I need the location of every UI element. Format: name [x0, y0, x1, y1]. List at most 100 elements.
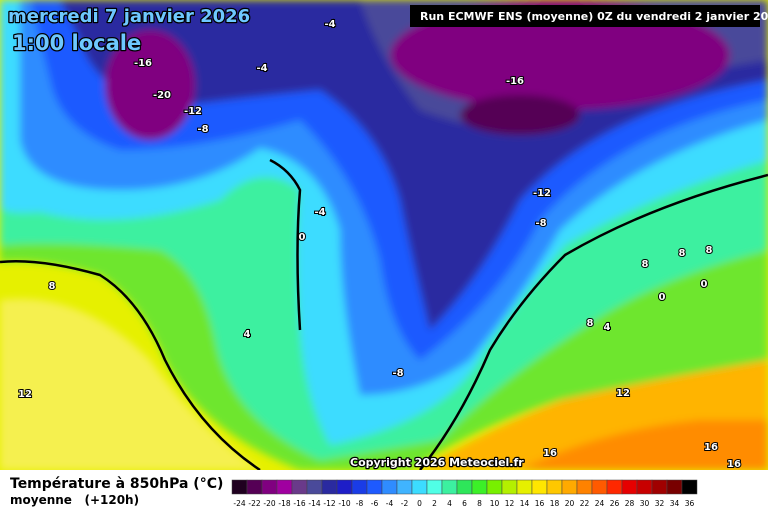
colorbar-tick-label: -8 — [356, 499, 364, 508]
colorbar-swatch — [396, 479, 413, 495]
colorbar-swatch — [576, 479, 593, 495]
colorbar-swatch — [501, 479, 518, 495]
colorbar-tick-label: -20 — [263, 499, 275, 508]
contour-label: 16 — [704, 442, 718, 453]
contour-label: 0 — [659, 292, 666, 303]
colorbar-tick-label: -14 — [308, 499, 320, 508]
colorbar-tick-label: 32 — [655, 499, 665, 508]
colorbar-swatch — [426, 479, 443, 495]
contour-label: -20 — [153, 90, 171, 101]
colorbar-swatch — [636, 479, 653, 495]
colorbar-tick-label: 22 — [580, 499, 590, 508]
colorbar-swatch — [456, 479, 473, 495]
colorbar-swatch — [591, 479, 608, 495]
colorbar-swatch — [351, 479, 368, 495]
colorbar-swatch — [621, 479, 638, 495]
time: 1:00 locale — [12, 31, 141, 55]
temperature-field — [0, 0, 768, 470]
colorbar-tick-label: 14 — [520, 499, 530, 508]
colorbar-swatch — [276, 479, 293, 495]
colorbar-tick-label: -12 — [323, 499, 335, 508]
colorbar-swatch — [546, 479, 563, 495]
colorbar-swatch — [261, 479, 278, 495]
colorbar-tick-label: 18 — [550, 499, 560, 508]
legend-subtitle: moyenne (+120h) — [10, 493, 139, 507]
colorbar-tick-label: 2 — [432, 499, 437, 508]
colorbar-tick-label: 24 — [595, 499, 605, 508]
colorbar-tick-label: -16 — [293, 499, 305, 508]
colorbar-tick-label: 0 — [417, 499, 422, 508]
contour-label: 8 — [587, 318, 594, 329]
contour-label: 8 — [642, 259, 649, 270]
colorbar-swatch — [306, 479, 323, 495]
colorbar-tick-label: 34 — [670, 499, 680, 508]
colorbar-tick-label: 16 — [535, 499, 545, 508]
colorbar-tick-label: -24 — [233, 499, 245, 508]
colorbar-swatch — [366, 479, 383, 495]
colorbar-tick-label: -10 — [338, 499, 350, 508]
colorbar-swatch — [471, 479, 488, 495]
colorbar-tick-label: -4 — [386, 499, 394, 508]
colorbar-swatch — [666, 479, 683, 495]
contour-label: 16 — [543, 448, 557, 459]
contour-label: -4 — [256, 63, 267, 74]
colorbar-tick-label: 12 — [505, 499, 515, 508]
colorbar-swatch — [381, 479, 398, 495]
colorbar-swatch — [321, 479, 338, 495]
contour-label: 8 — [49, 281, 56, 292]
colorbar-tick-label: 20 — [565, 499, 575, 508]
colorbar-tick-label: 28 — [625, 499, 635, 508]
contour-label: -4 — [314, 207, 325, 218]
colorbar-tick-label: -22 — [248, 499, 260, 508]
colorbar-swatch — [231, 479, 248, 495]
contour-label: 4 — [244, 329, 251, 340]
colorbar-tick-label: 30 — [640, 499, 650, 508]
colorbar-swatch — [561, 479, 578, 495]
colorbar-tick-label: -6 — [371, 499, 379, 508]
contour-label: 0 — [299, 232, 306, 243]
colorbar-tick-label: 6 — [462, 499, 467, 508]
colorbar-tick-label: 26 — [610, 499, 620, 508]
copyright: Copyright 2026 Meteociel.fr — [350, 456, 524, 469]
contour-label: -12 — [184, 106, 202, 117]
date: mercredi 7 janvier 2026 — [8, 6, 250, 27]
colorbar: -24 -22 -20 -18 -16 -14 -12 -10 -8 -6 -4 -2 0 2 4 6 8 10 1… — [231, 479, 698, 508]
colorbar-tick-label: 10 — [490, 499, 500, 508]
contour-label: 8 — [706, 245, 713, 256]
colorbar-tick-label: 4 — [447, 499, 452, 508]
contour-label: -16 — [134, 58, 152, 69]
contour-label: -12 — [533, 188, 551, 199]
contour-label: 8 — [679, 248, 686, 259]
legend-title: Température à 850hPa (°C) — [10, 476, 223, 492]
colorbar-swatch — [681, 479, 698, 495]
contour-label: -4 — [324, 19, 335, 30]
colorbar-swatch — [531, 479, 548, 495]
colorbar-swatch — [336, 479, 353, 495]
colorbar-tick-label: 36 — [685, 499, 695, 508]
colorbar-swatch — [486, 479, 503, 495]
colorbar-swatch — [441, 479, 458, 495]
colorbar-swatch — [606, 479, 623, 495]
contour-label: -16 — [506, 76, 524, 87]
contour-label: -8 — [392, 368, 403, 379]
contour-label: 16 — [727, 459, 741, 470]
colorbar-swatch — [291, 479, 308, 495]
colorbar-tick-label: -2 — [401, 499, 409, 508]
colorbar-swatch — [516, 479, 533, 495]
run-info: Run ECMWF ENS (moyenne) 0Z du vendredi 2… — [420, 10, 768, 23]
contour-label: 12 — [18, 389, 32, 400]
colorbar-swatch — [651, 479, 668, 495]
run-box — [410, 5, 760, 27]
colorbar-tick-label: -18 — [278, 499, 290, 508]
zero-isotherm — [0, 158, 768, 470]
contour-label: 4 — [604, 322, 611, 333]
colorbar-tick-label: 8 — [477, 499, 482, 508]
contour-label: -8 — [535, 218, 546, 229]
contour-label: -8 — [197, 124, 208, 135]
contour-label: 12 — [616, 388, 630, 399]
contour-label: 0 — [701, 279, 708, 290]
colorbar-swatch — [411, 479, 428, 495]
